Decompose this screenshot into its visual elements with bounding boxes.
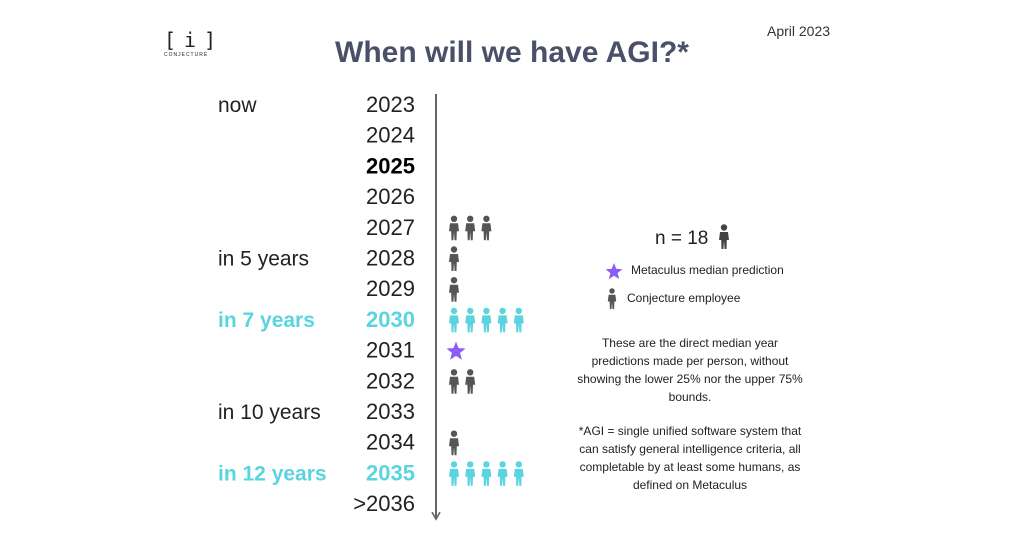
sample-size-label: n = 18: [655, 228, 709, 249]
person-head: [515, 307, 522, 315]
person-body: [481, 223, 492, 241]
person-body: [465, 223, 476, 241]
person-icon: [449, 307, 459, 333]
person-icon: [449, 215, 459, 241]
year-label: 2030: [366, 307, 415, 332]
year-label: 2028: [366, 246, 415, 271]
conjecture-logo: [ i ] CONJECTURE: [160, 28, 220, 62]
person-body: [465, 468, 476, 486]
year-label: 2029: [366, 276, 415, 301]
person-head: [450, 277, 458, 284]
person-body: [449, 284, 459, 302]
person-body: [513, 315, 524, 333]
year-label: 2026: [366, 184, 415, 209]
year-label: 2032: [366, 368, 415, 393]
person-icon: [449, 277, 459, 302]
person-head: [483, 307, 490, 315]
person-body: [449, 468, 459, 486]
year-label: 2033: [366, 399, 415, 424]
agi-definition-note: *AGI = single unified software system th…: [578, 424, 802, 492]
person-body: [465, 315, 476, 333]
person-head: [483, 461, 490, 468]
logo-wordmark: CONJECTURE: [164, 52, 209, 58]
person-icon: [513, 307, 524, 333]
metaculus-star-icon: [446, 341, 466, 360]
person-icon: [449, 430, 459, 456]
person-head: [450, 215, 458, 222]
person-head: [515, 461, 522, 468]
year-label: 2025: [366, 153, 415, 178]
relative-time-label: in 10 years: [218, 401, 321, 424]
person-head: [483, 215, 490, 222]
logo-i: i: [184, 28, 197, 52]
person-icon: [449, 369, 459, 394]
person-icon: [449, 461, 459, 486]
relative-time-label: now: [218, 94, 257, 117]
person-icon: [497, 307, 508, 333]
relative-time-label: in 7 years: [218, 309, 315, 332]
year-label: 2023: [366, 92, 415, 117]
person-icon: [719, 224, 729, 249]
person-body: [449, 223, 459, 241]
legend-employee-label: Conjecture employee: [627, 291, 741, 306]
person-icon: [465, 369, 476, 394]
person-head: [467, 215, 474, 222]
person-head: [450, 246, 458, 253]
person-head: [467, 461, 474, 468]
year-label: >2036: [353, 491, 415, 516]
person-icon: [465, 215, 476, 241]
logo-left-bracket: [: [164, 28, 177, 52]
person-body: [513, 468, 524, 486]
person-head: [450, 461, 458, 468]
person-icon: [607, 288, 617, 310]
person-body: [497, 315, 508, 333]
person-body: [481, 315, 492, 333]
person-body: [449, 254, 459, 271]
person-head: [499, 461, 506, 468]
person-head: [499, 307, 506, 315]
year-label: 2027: [366, 215, 415, 240]
person-body: [449, 315, 459, 333]
year-label: 2034: [366, 430, 415, 455]
person-icon: [465, 461, 476, 486]
logo-right-bracket: ]: [204, 28, 217, 52]
methodology-note: These are the direct median year predict…: [577, 336, 803, 404]
person-body: [497, 468, 508, 486]
relative-time-label: in 12 years: [218, 462, 327, 485]
legend-metaculus-label: Metaculus median prediction: [631, 263, 784, 278]
person-body: [449, 438, 459, 456]
person-icon: [465, 307, 476, 333]
person-icon: [513, 461, 524, 486]
year-label: 2024: [366, 123, 415, 148]
legend-metaculus: Metaculus median prediction: [605, 262, 784, 280]
person-icon: [497, 461, 508, 486]
relative-time-label: in 5 years: [218, 248, 309, 271]
person-head: [450, 369, 458, 376]
star-icon: [605, 263, 623, 280]
legend-employee: Conjecture employee: [605, 288, 740, 310]
person-body: [449, 376, 459, 394]
person-body: [481, 468, 492, 486]
year-label: 2031: [366, 338, 415, 363]
person-head: [467, 307, 474, 315]
person-body: [465, 376, 476, 394]
person-head: [450, 307, 458, 315]
person-icon: [481, 215, 492, 241]
axis-arrow-icon: [431, 511, 441, 521]
year-label: 2035: [366, 460, 415, 485]
person-icon: [449, 246, 459, 271]
page-title: When will we have AGI?*: [335, 36, 689, 69]
person-icon: [481, 461, 492, 486]
date-label: April 2023: [767, 23, 831, 39]
person-icon: [481, 307, 492, 333]
person-head: [467, 369, 474, 376]
person-head: [450, 430, 458, 437]
